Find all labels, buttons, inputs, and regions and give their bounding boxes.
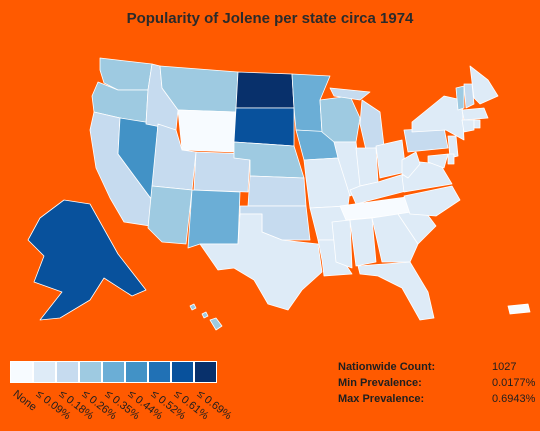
legend-swatch: [102, 361, 125, 383]
state-nj: [447, 135, 459, 159]
state-hi: [189, 303, 223, 331]
state-md: [427, 153, 449, 169]
legend-swatch: [10, 361, 33, 383]
legend-swatch: [125, 361, 148, 383]
state-wi: [319, 95, 361, 143]
legend-swatch: [56, 361, 79, 383]
state-ga: [371, 213, 419, 263]
stat-row: Min Prevalence: 0.0177%: [338, 375, 540, 391]
state-ak: [27, 199, 147, 321]
stat-row: Max Prevalence: 0.6943%: [338, 391, 540, 407]
legend-swatch: [79, 361, 102, 383]
state-fl: [357, 261, 435, 321]
nationwide-count-label: Nationwide Count:: [338, 361, 436, 373]
state-co: [193, 151, 251, 193]
stats-panel: Nationwide Count: 1027 Min Prevalence: 0…: [338, 359, 540, 407]
state-in: [355, 147, 379, 187]
state-nh: [463, 83, 475, 109]
state-ri: [473, 119, 481, 129]
state-oh: [375, 139, 407, 179]
state-wv: [401, 151, 421, 179]
state-ct: [461, 119, 475, 133]
max-prevalence-value: 0.6943%: [492, 393, 536, 405]
state-tx: [199, 213, 323, 311]
state-ny: [411, 95, 465, 141]
legend-swatch: [33, 361, 56, 383]
state-az: [147, 185, 193, 245]
state-wa: [99, 57, 153, 91]
state-pa: [403, 127, 449, 153]
map-title: Popularity of Jolene per state circa 197…: [126, 10, 414, 27]
state-al: [349, 217, 377, 267]
state-me: [469, 65, 499, 105]
state-pr: [507, 303, 531, 315]
state-ms: [331, 219, 353, 269]
legend-swatch: [194, 361, 217, 383]
min-prevalence-value: 0.0177%: [492, 377, 536, 389]
state-nc: [403, 185, 461, 217]
state-sd: [233, 107, 295, 147]
state-nm: [187, 189, 241, 249]
state-ma: [461, 107, 489, 121]
legend-swatch: [148, 361, 171, 383]
legend-color-scale: [10, 361, 217, 383]
min-prevalence-label: Min Prevalence:: [338, 377, 422, 389]
max-prevalence-label: Max Prevalence:: [338, 393, 425, 405]
state-wy: [177, 109, 237, 153]
nationwide-count-value: 1027: [492, 361, 517, 373]
legend-swatch: [171, 361, 194, 383]
state-de: [447, 153, 455, 165]
state-ks: [247, 175, 307, 207]
stat-row: Nationwide Count: 1027: [338, 359, 540, 375]
state-vt: [455, 85, 465, 111]
state-nd: [235, 71, 295, 109]
